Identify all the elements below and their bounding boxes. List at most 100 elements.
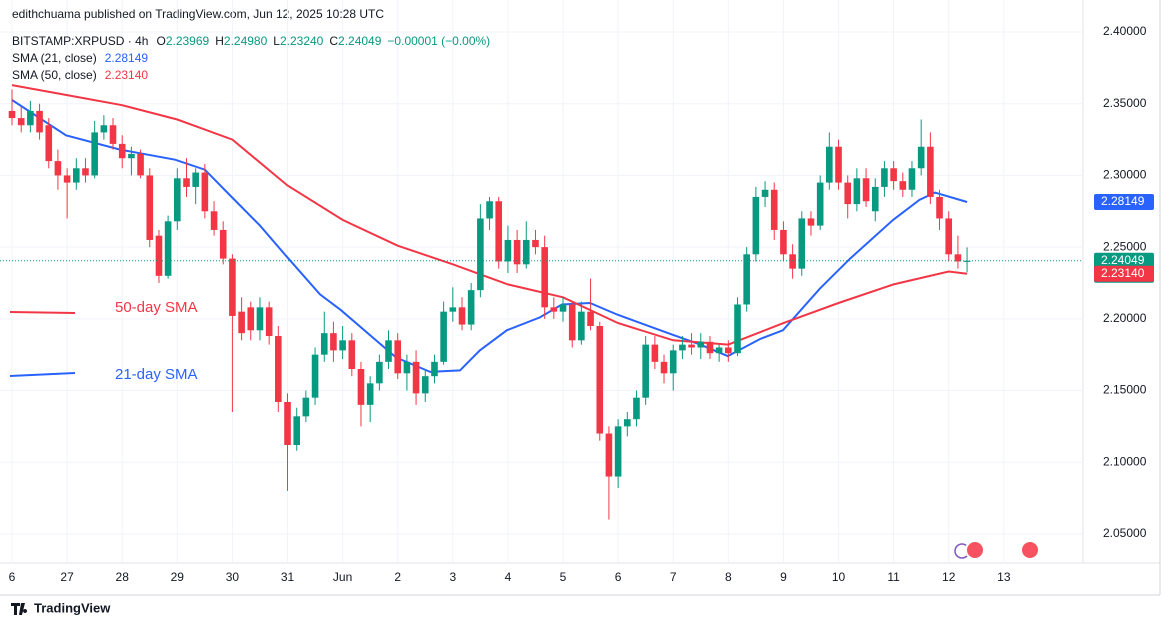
price-label: 2.28149 [1101, 194, 1145, 208]
frame [0, 0, 1161, 596]
annotation-line [9, 372, 76, 377]
x-tick-label: 6 [615, 570, 622, 584]
x-tick-label: 11 [887, 570, 900, 584]
publisher-line: edithchuama published on TradingView.com… [12, 7, 384, 21]
x-tick-label: 13 [997, 570, 1011, 584]
x-tick-label: 12 [942, 570, 956, 584]
candle-body [761, 189, 769, 197]
candle-body [559, 304, 567, 312]
candle-body [697, 341, 705, 348]
candle-body [605, 433, 613, 477]
candle-body [91, 132, 98, 176]
candle-body [330, 333, 337, 351]
event-icon [1020, 540, 1040, 560]
footer-logo: TradingView [11, 600, 111, 615]
candle-body [320, 333, 328, 355]
candle-body [844, 182, 852, 205]
x-tick-label: 8 [725, 570, 732, 584]
candle-body [477, 218, 484, 291]
candle-body [284, 401, 291, 446]
y-tick-label: 2.05000 [1103, 526, 1147, 540]
candle-body [339, 340, 346, 351]
candle-body [614, 426, 622, 477]
candle-body [963, 260, 971, 262]
candle-body [862, 178, 870, 202]
candle-body [36, 110, 43, 133]
candle-body [440, 311, 447, 362]
info-value: 2.24049 [338, 34, 382, 48]
candle-body [513, 239, 521, 265]
candle-body [17, 118, 25, 126]
y-tick-label: 2.35000 [1103, 96, 1147, 110]
candle-body [908, 168, 916, 190]
annotation-line [9, 311, 76, 314]
candle-body [174, 178, 181, 222]
candle-body [660, 361, 668, 374]
candle-body [467, 290, 475, 325]
candle-body [412, 361, 420, 394]
candle-body [431, 361, 438, 377]
candle-body [63, 175, 71, 183]
info-key: L [273, 34, 280, 48]
candle-body [624, 419, 631, 427]
candle-body [302, 397, 310, 417]
x-tick-label: 7 [670, 570, 677, 584]
candle-body [743, 254, 750, 305]
event-icon [965, 540, 985, 560]
candle-body [229, 258, 236, 316]
candle-body [835, 146, 842, 183]
x-tick-label: 10 [832, 570, 846, 584]
candle-body [816, 182, 824, 226]
candle-body [578, 311, 585, 341]
candle-body [734, 304, 741, 354]
candle-body [495, 201, 503, 262]
candle-body [366, 383, 374, 405]
candle-body [164, 221, 172, 276]
candle-body [504, 239, 512, 262]
candle-body [219, 229, 227, 259]
y-tick-label: 2.20000 [1103, 311, 1147, 325]
x-tick-label: 30 [226, 570, 240, 584]
candle-body [82, 168, 89, 176]
logo-icon [11, 603, 28, 615]
candle-body [192, 172, 199, 187]
candle-body [54, 161, 62, 176]
candle-body [357, 369, 365, 405]
candle-body [73, 168, 80, 183]
indicator-name: SMA (50, close) [12, 68, 97, 82]
candle-body [752, 196, 760, 255]
event-icons [954, 540, 1040, 560]
candle-body [770, 189, 778, 230]
info-value: 2.24980 [224, 34, 268, 48]
y-tick-label: 2.25000 [1103, 239, 1147, 253]
candle-body [954, 254, 962, 262]
candle-body [210, 211, 218, 230]
candle-body [311, 354, 319, 398]
candle-body [385, 340, 392, 362]
x-tick-label: 4 [505, 570, 512, 584]
candle-body [27, 110, 34, 126]
x-tick-label: 28 [116, 570, 130, 584]
y-tick-label: 2.10000 [1103, 454, 1147, 468]
annotation-text: 50-day SMA [115, 299, 198, 316]
candle-body [201, 172, 209, 212]
candle-body [688, 344, 695, 348]
candle-body [568, 304, 576, 341]
candle-body [449, 307, 457, 312]
x-tick-label: 3 [449, 570, 456, 584]
candle-body [458, 307, 466, 325]
candle-body [238, 311, 245, 334]
candle-body [669, 350, 677, 374]
symbol: BITSTAMP:XRPUSD · 4h [12, 34, 148, 48]
candle-body [183, 178, 190, 187]
x-tick-label: 2 [394, 570, 401, 584]
sma-line [11, 84, 968, 346]
candle-body [651, 344, 659, 362]
candle-body [403, 361, 411, 374]
info-key: O [156, 34, 165, 48]
info-key: H [215, 34, 224, 48]
price-label-box [1094, 193, 1154, 210]
candle-body [348, 340, 356, 370]
